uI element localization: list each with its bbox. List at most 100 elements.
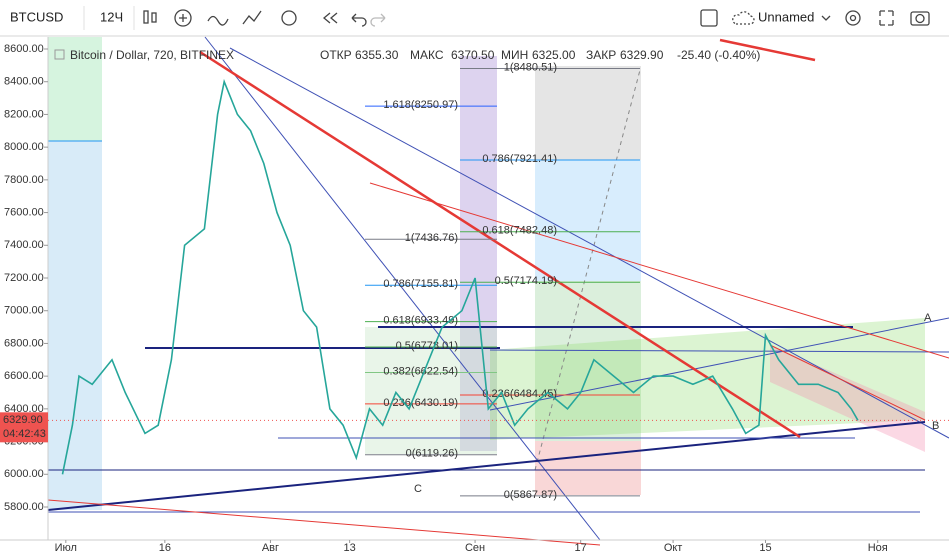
ohlc-label: МАКС bbox=[410, 48, 444, 62]
fib-label: 0(6119.26) bbox=[406, 448, 458, 460]
last-price-badge bbox=[0, 412, 48, 443]
snapshot-icon[interactable] bbox=[910, 11, 930, 26]
x-tick-label: 13 bbox=[344, 542, 356, 553]
layout-name[interactable]: Unnamed bbox=[758, 9, 814, 24]
annotation: B bbox=[932, 420, 939, 432]
y-tick-label: 8400.00 bbox=[4, 76, 44, 88]
add-icon[interactable] bbox=[174, 9, 192, 27]
plot: 1.618(8250.97) 1(7436.76) 0.786(7155.81) 0.… bbox=[0, 43, 949, 553]
trend-line bbox=[199, 50, 801, 439]
add-icon[interactable] bbox=[179, 14, 187, 22]
fib-zone bbox=[535, 66, 641, 160]
compare-icon[interactable] bbox=[242, 10, 262, 25]
dropdown-icon[interactable] bbox=[821, 15, 831, 21]
candle-icon[interactable] bbox=[143, 10, 149, 24]
trend-line bbox=[47, 421, 926, 511]
toolbar-bg bbox=[0, 0, 949, 36]
x-tick-label: 15 bbox=[759, 542, 771, 553]
fib-label: 1(8480.51) bbox=[504, 61, 557, 73]
fib-label: 0.618(6933.49) bbox=[383, 314, 458, 326]
annotation: C bbox=[414, 483, 422, 495]
alert-icon[interactable] bbox=[281, 10, 297, 26]
fib-zone bbox=[535, 281, 641, 441]
symbol[interactable]: BTCUSD bbox=[10, 9, 63, 24]
legend: Bitcoin / Dollar, 720, BITFINEX ОТКР 635… bbox=[54, 48, 760, 62]
undo-icon[interactable] bbox=[351, 13, 367, 27]
ohlc-label: ЗАКР bbox=[586, 48, 616, 62]
trend-line bbox=[489, 349, 949, 353]
indicator-icon[interactable] bbox=[207, 15, 229, 26]
fib-zone bbox=[535, 441, 641, 495]
date-range-band bbox=[48, 141, 102, 510]
candle-icon[interactable] bbox=[151, 12, 157, 23]
y-tick-label: 8600.00 bbox=[4, 43, 44, 55]
y-tick-label: 6000.00 bbox=[4, 468, 44, 480]
last-price-label: 6329.90 bbox=[3, 414, 43, 426]
y-tick-label: 6800.00 bbox=[4, 337, 44, 349]
replay-icon[interactable] bbox=[322, 12, 338, 24]
y-tick-label: 5800.00 bbox=[4, 501, 44, 513]
fullscreen-icon[interactable] bbox=[879, 10, 894, 26]
x-tick-label: Июл bbox=[55, 542, 77, 553]
fib-label: 0.5(7174.19) bbox=[495, 275, 557, 287]
ohlc-value: 6325.00 bbox=[532, 48, 576, 62]
y-tick-label: 7600.00 bbox=[4, 206, 44, 218]
x-tick-label: 16 bbox=[159, 542, 171, 553]
trend-line bbox=[534, 69, 641, 471]
ohlc-label: ОТКР bbox=[320, 48, 352, 62]
x-tick-label: Окт bbox=[664, 542, 683, 553]
x-tick-label: Авг bbox=[262, 542, 279, 553]
x-tick-label: 17 bbox=[575, 542, 587, 553]
x-tick-label: Ноя bbox=[868, 542, 888, 553]
fib-label: 1(7436.76) bbox=[405, 232, 458, 244]
snapshot-icon[interactable] bbox=[915, 13, 925, 24]
trend-line bbox=[47, 499, 601, 546]
fib-label: 0.618(7482.48) bbox=[482, 225, 557, 237]
annotation: A bbox=[924, 312, 932, 324]
checkbox[interactable] bbox=[700, 9, 718, 27]
ohlc-value: 6370.50 bbox=[451, 48, 495, 62]
trend-line bbox=[769, 344, 926, 421]
countdown: 04:42:43 bbox=[3, 428, 46, 440]
ohlc-value: 6329.90 bbox=[620, 48, 664, 62]
y-tick-label: 8000.00 bbox=[4, 141, 44, 153]
toolbar-icons bbox=[143, 9, 930, 27]
trend-line bbox=[719, 38, 816, 62]
y-tick-label: 7400.00 bbox=[4, 239, 44, 251]
ohlc-label: МИН bbox=[501, 48, 528, 62]
redo-icon[interactable] bbox=[370, 13, 386, 27]
trend-line bbox=[204, 36, 601, 541]
y-tick-label: 7000.00 bbox=[4, 305, 44, 317]
fib-label: 0.786(7921.41) bbox=[482, 153, 557, 165]
ohlc-change: -25.40 (-0.40%) bbox=[677, 48, 760, 62]
y-tick-label: 6400.00 bbox=[4, 403, 44, 415]
y-tick-label: 6600.00 bbox=[4, 370, 44, 382]
y-tick-label: 7200.00 bbox=[4, 272, 44, 284]
fib-label: 0(5867.87) bbox=[504, 489, 557, 501]
price-axis bbox=[0, 37, 48, 540]
fib-label: 0.786(7155.81) bbox=[383, 278, 458, 290]
trend-line bbox=[369, 182, 949, 359]
y-tick-label: 7800.00 bbox=[4, 174, 44, 186]
ohlc-value: 6355.30 bbox=[355, 48, 399, 62]
cloud-icon[interactable] bbox=[732, 11, 755, 25]
fib-label: 0.236(6484.45) bbox=[482, 388, 557, 400]
fib-label: 1.618(8250.97) bbox=[383, 99, 458, 111]
settings-icon[interactable] bbox=[845, 10, 861, 26]
date-range-band bbox=[48, 37, 102, 141]
fib-label: 0.382(6622.54) bbox=[383, 365, 458, 377]
price-line bbox=[61, 78, 859, 475]
interval[interactable]: 12Ч bbox=[100, 9, 123, 24]
series-title: Bitcoin / Dollar, 720, BITFINEX bbox=[70, 48, 234, 62]
fib-label: 0.5(6778.01) bbox=[396, 340, 458, 352]
y-tick-label: 8200.00 bbox=[4, 108, 44, 120]
settings-icon[interactable] bbox=[849, 14, 857, 22]
toolbar: BTCUSD 12Ч Unnamed bbox=[0, 0, 949, 37]
drawings bbox=[47, 36, 949, 546]
collapse-icon[interactable] bbox=[54, 49, 65, 60]
x-tick-label: Сен bbox=[465, 542, 485, 553]
fib-label: 0.236(6430.19) bbox=[383, 397, 458, 409]
trend-line bbox=[229, 47, 949, 439]
